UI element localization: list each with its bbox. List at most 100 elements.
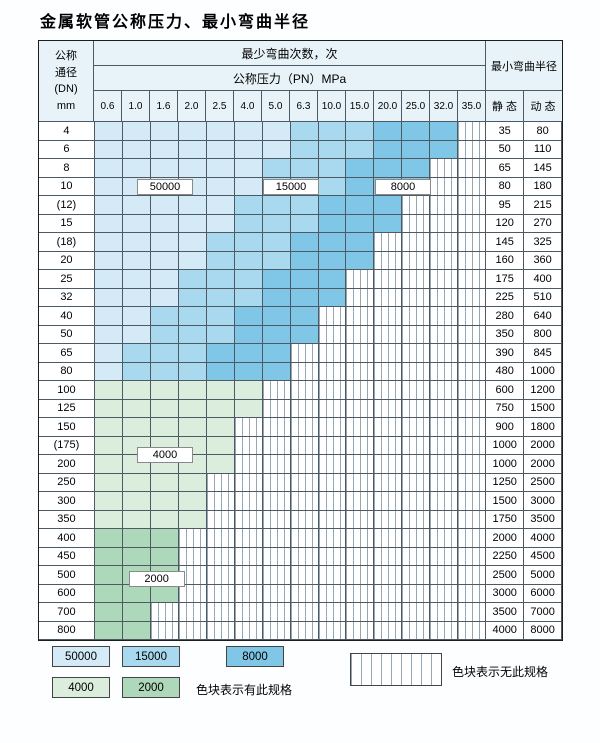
- no-spec-cell: [374, 344, 403, 363]
- dynamic-value-cell: 845: [524, 344, 563, 363]
- no-spec-cell: [458, 344, 487, 363]
- dynamic-value-cell: 6000: [524, 584, 563, 603]
- no-spec-cell: [430, 455, 459, 474]
- spec-cell-c15000: [206, 307, 235, 326]
- spec-cell-c8000: [318, 214, 347, 233]
- spec-cell-c50000: [122, 122, 151, 141]
- dn-cell: (12): [39, 196, 95, 215]
- spec-cell-c4000: [122, 492, 151, 511]
- spec-cell-c15000: [122, 362, 151, 381]
- no-spec-cell: [318, 603, 347, 622]
- no-spec-cell: [234, 603, 263, 622]
- no-spec-cell: [374, 288, 403, 307]
- spec-cell-c8000: [402, 159, 431, 178]
- dn-cell: 100: [39, 381, 95, 400]
- no-spec-cell: [178, 584, 207, 603]
- spec-cell-c8000: [290, 251, 319, 270]
- spec-cell-c4000: [178, 492, 207, 511]
- no-spec-cell: [430, 381, 459, 400]
- legend-no-spec-swatch: [350, 653, 442, 686]
- spec-cell-c8000: [234, 307, 263, 326]
- spec-cell-c15000: [262, 196, 291, 215]
- pressure-column-header: 2.0: [178, 91, 206, 121]
- dn-header-line: mm: [56, 99, 76, 112]
- static-value-cell: 4000: [486, 621, 525, 640]
- no-spec-cell: [178, 529, 207, 548]
- no-spec-cell: [346, 288, 375, 307]
- no-spec-cell: [262, 473, 291, 492]
- no-spec-cell: [318, 492, 347, 511]
- no-spec-cell: [290, 344, 319, 363]
- spec-cell-c4000: [206, 381, 235, 400]
- spec-cell-c50000: [262, 122, 291, 141]
- no-spec-cell: [430, 510, 459, 529]
- spec-cell-c2000: [94, 529, 123, 548]
- spec-cell-c4000: [206, 399, 235, 418]
- no-spec-cell: [290, 621, 319, 640]
- no-spec-cell: [262, 603, 291, 622]
- no-spec-cell: [234, 418, 263, 437]
- no-spec-cell: [430, 492, 459, 511]
- no-spec-cell: [458, 159, 487, 178]
- no-spec-cell: [346, 621, 375, 640]
- table-row: 4 35 80: [39, 122, 563, 141]
- no-spec-cell: [318, 529, 347, 548]
- dynamic-value-cell: 2000: [524, 455, 563, 474]
- dynamic-value-cell: 145: [524, 159, 563, 178]
- no-spec-cell: [374, 621, 403, 640]
- no-spec-cell: [178, 566, 207, 585]
- spec-cell-c4000: [94, 418, 123, 437]
- no-spec-cell: [458, 566, 487, 585]
- no-spec-cell: [262, 621, 291, 640]
- spec-cell-c50000: [262, 140, 291, 159]
- spec-cell-c50000: [150, 233, 179, 252]
- spec-cell-c50000: [150, 270, 179, 289]
- dn-cell: 80: [39, 362, 95, 381]
- spec-cell-c8000: [346, 177, 375, 196]
- no-spec-cell: [206, 566, 235, 585]
- spec-cell-c50000: [234, 159, 263, 178]
- spec-cell-c8000: [346, 196, 375, 215]
- no-spec-cell: [458, 603, 487, 622]
- no-spec-cell: [290, 399, 319, 418]
- no-spec-cell: [458, 307, 487, 326]
- dn-cell: 250: [39, 473, 95, 492]
- no-spec-cell: [150, 621, 179, 640]
- spec-cell-c4000: [94, 399, 123, 418]
- cycles-region-label: 4000: [137, 446, 193, 463]
- spec-cell-c50000: [122, 140, 151, 159]
- static-value-cell: 350: [486, 325, 525, 344]
- no-spec-cell: [402, 436, 431, 455]
- no-spec-cell: [374, 566, 403, 585]
- spec-cell-c15000: [234, 251, 263, 270]
- no-spec-cell: [402, 492, 431, 511]
- no-spec-cell: [430, 473, 459, 492]
- no-spec-cell: [318, 473, 347, 492]
- spec-cell-c4000: [150, 381, 179, 400]
- dynamic-value-cell: 180: [524, 177, 563, 196]
- no-spec-cell: [234, 473, 263, 492]
- spec-cell-c2000: [94, 603, 123, 622]
- table-row: 400 2000 4000: [39, 529, 563, 548]
- static-value-cell: 3000: [486, 584, 525, 603]
- no-spec-cell: [430, 251, 459, 270]
- no-spec-cell: [206, 492, 235, 511]
- no-spec-cell: [178, 603, 207, 622]
- no-spec-cell: [178, 621, 207, 640]
- static-value-cell: 65: [486, 159, 525, 178]
- spec-cell-c50000: [94, 325, 123, 344]
- spec-cell-c50000: [94, 288, 123, 307]
- no-spec-cell: [318, 510, 347, 529]
- pressure-column-header: 0.6: [94, 91, 122, 121]
- no-spec-cell: [402, 270, 431, 289]
- spec-cell-c50000: [206, 177, 235, 196]
- spec-cell-c2000: [122, 584, 151, 603]
- table-row: 50 350 800: [39, 325, 563, 344]
- no-spec-cell: [262, 455, 291, 474]
- page-title: 金属软管公称压力、最小弯曲半径: [40, 14, 311, 31]
- no-spec-cell: [458, 436, 487, 455]
- spec-cell-c8000: [206, 344, 235, 363]
- no-spec-cell: [206, 473, 235, 492]
- no-spec-cell: [290, 529, 319, 548]
- no-spec-cell: [458, 233, 487, 252]
